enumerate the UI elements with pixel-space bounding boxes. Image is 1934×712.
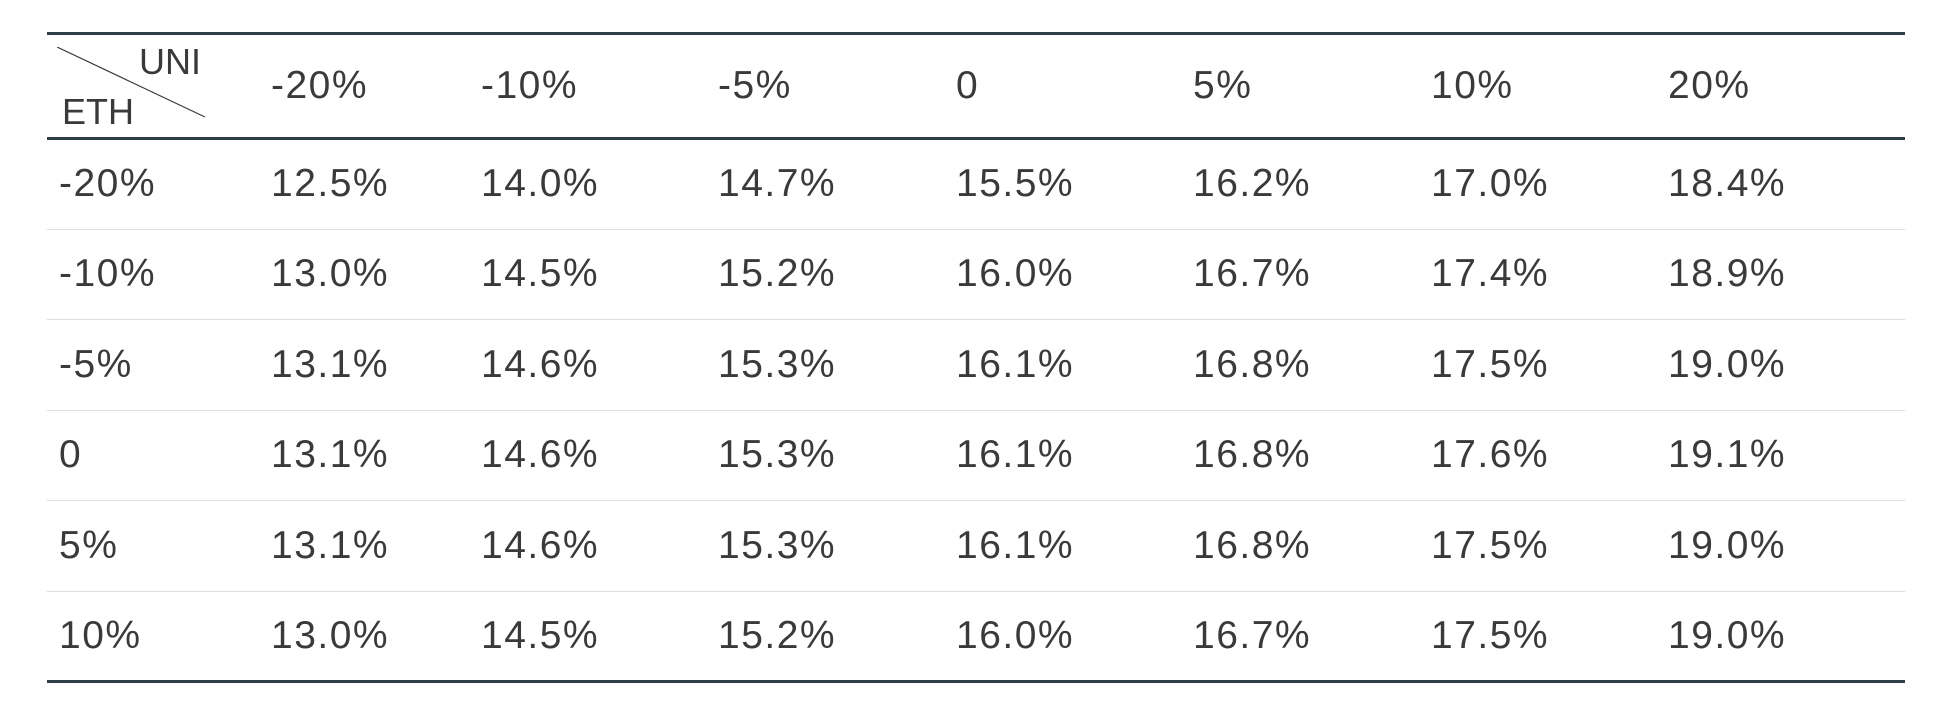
table-cell: 14.7%: [718, 162, 837, 206]
row-header: -5%: [59, 342, 133, 386]
table-cell: 15.3%: [718, 342, 837, 386]
table-cell: 15.2%: [718, 613, 837, 657]
row-header: 5%: [59, 523, 119, 567]
table-cell: 14.6%: [481, 523, 600, 567]
table-cell: 17.0%: [1431, 162, 1550, 206]
table-cell: 17.5%: [1431, 613, 1550, 657]
row-axis-label: ETH: [62, 91, 134, 132]
table-cell: 17.5%: [1431, 342, 1550, 386]
table-body: -20% 12.5% 14.0% 14.7% 15.5% 16.2% 17.0%…: [47, 139, 1905, 682]
table-cell: 15.5%: [956, 162, 1075, 206]
table-cell: 15.3%: [718, 433, 837, 477]
table-cell: 12.5%: [271, 162, 390, 206]
column-header: 10%: [1431, 64, 1514, 107]
column-header: -10%: [481, 64, 579, 107]
table-cell: 17.4%: [1431, 252, 1550, 296]
table-cell: 16.8%: [1193, 433, 1312, 477]
table-cell: 16.7%: [1193, 252, 1312, 296]
table-cell: 15.3%: [718, 523, 837, 567]
row-header: 10%: [59, 613, 142, 657]
row-header: -10%: [59, 252, 157, 296]
table-cell: 16.8%: [1193, 342, 1312, 386]
table-cell: 16.7%: [1193, 613, 1312, 657]
row-header: -20%: [59, 162, 157, 206]
table-row: -5% 13.1% 14.6% 15.3% 16.1% 16.8% 17.5% …: [47, 320, 1905, 410]
table-cell: 16.1%: [956, 523, 1075, 567]
table-cell: 16.8%: [1193, 523, 1312, 567]
table-cell: 14.5%: [481, 252, 600, 296]
table-cell: 19.1%: [1668, 433, 1787, 477]
table-cell: 16.1%: [956, 342, 1075, 386]
table-cell: 18.4%: [1668, 162, 1787, 206]
table-cell: 16.0%: [956, 613, 1075, 657]
column-header: 20%: [1668, 64, 1751, 107]
table-cell: 18.9%: [1668, 252, 1787, 296]
table-cell: 16.1%: [956, 433, 1075, 477]
table-row: -10% 13.0% 14.5% 15.2% 16.0% 16.7% 17.4%…: [47, 229, 1905, 320]
table-row: 5% 13.1% 14.6% 15.3% 16.1% 16.8% 17.5% 1…: [47, 501, 1905, 591]
table-cell: 17.5%: [1431, 523, 1550, 567]
table-cell: 13.1%: [271, 342, 390, 386]
table-cell: 15.2%: [718, 252, 837, 296]
table-row: 10% 13.0% 14.5% 15.2% 16.0% 16.7% 17.5% …: [47, 591, 1905, 682]
table-cell: 16.2%: [1193, 162, 1312, 206]
table-cell: 14.5%: [481, 613, 600, 657]
sensitivity-table: UNI ETH -20% -10% -5% 0 5% 10% 20% -20% …: [47, 32, 1905, 683]
header-row: UNI ETH -20% -10% -5% 0 5% 10% 20%: [47, 33, 1905, 139]
column-header: 5%: [1193, 64, 1253, 107]
table-cell: 13.0%: [271, 252, 390, 296]
table-cell: 14.6%: [481, 342, 600, 386]
column-header: -5%: [718, 64, 792, 107]
diagonal-divider: [57, 47, 206, 118]
table-cell: 13.1%: [271, 433, 390, 477]
table-cell: 17.6%: [1431, 433, 1550, 477]
table-cell: 13.1%: [271, 523, 390, 567]
table-header: UNI ETH -20% -10% -5% 0 5% 10% 20%: [47, 33, 1905, 139]
table-cell: 14.0%: [481, 162, 600, 206]
table-row: -20% 12.5% 14.0% 14.7% 15.5% 16.2% 17.0%…: [47, 139, 1905, 229]
row-header: 0: [59, 433, 83, 477]
table-row: 0 13.1% 14.6% 15.3% 16.1% 16.8% 17.6% 19…: [47, 410, 1905, 501]
column-axis-label: UNI: [139, 41, 201, 82]
table-cell: 13.0%: [271, 613, 390, 657]
table-cell: 19.0%: [1668, 342, 1787, 386]
table-cell: 16.0%: [956, 252, 1075, 296]
column-header: 0: [956, 64, 980, 107]
sensitivity-table-container: UNI ETH -20% -10% -5% 0 5% 10% 20% -20% …: [47, 32, 1905, 683]
column-header: -20%: [271, 64, 369, 107]
table-cell: 19.0%: [1668, 523, 1787, 567]
table-cell: 19.0%: [1668, 613, 1787, 657]
table-cell: 14.6%: [481, 433, 600, 477]
corner-header-cell: UNI ETH: [47, 34, 259, 139]
